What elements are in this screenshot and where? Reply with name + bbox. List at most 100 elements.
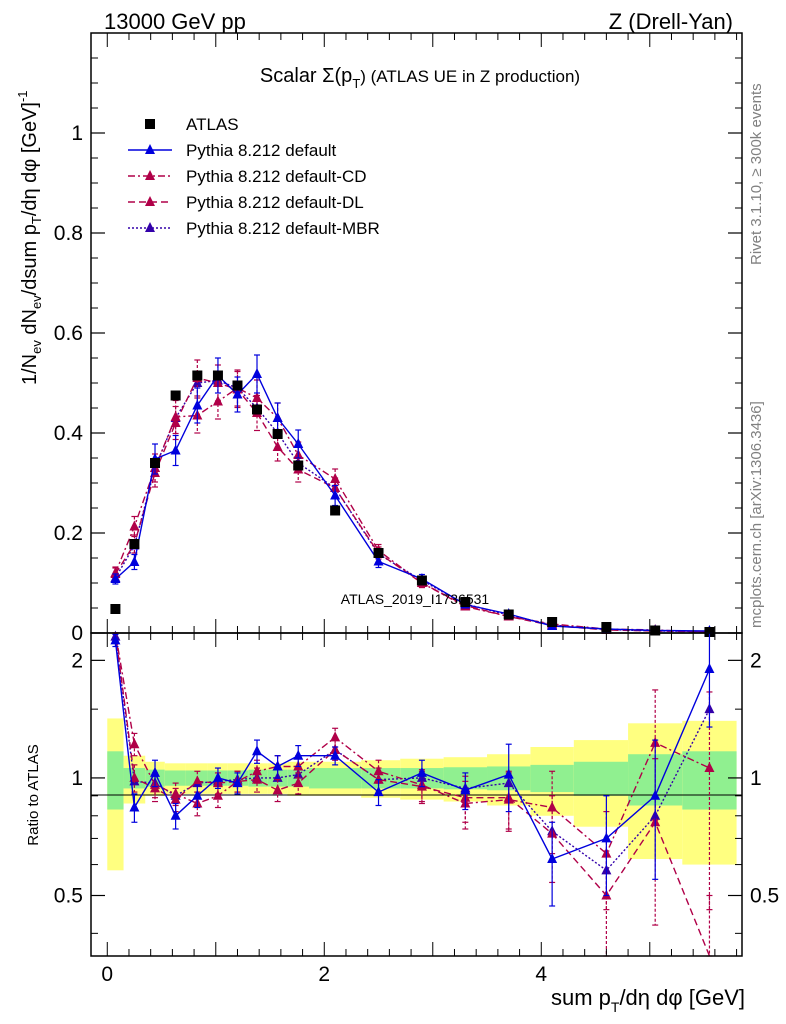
main-atlas-point <box>192 370 203 381</box>
legend: ATLAS Pythia 8.212 default Pythia 8.212 de… <box>128 115 380 238</box>
y-tick-label: 0.2 <box>54 522 83 545</box>
ratio-marker <box>293 777 304 788</box>
ratio-marker <box>330 731 341 742</box>
ratio-y-tick-label-right: 1 <box>750 767 762 790</box>
main-marker <box>373 555 384 566</box>
main-atlas-point <box>416 575 427 586</box>
ratio-marker <box>293 749 304 760</box>
main-atlas-point <box>272 429 283 439</box>
y-tick-label: 0.4 <box>54 422 84 445</box>
ratio-marker <box>212 789 223 800</box>
x-tick-label: 2 <box>318 963 330 986</box>
main-marker <box>272 441 283 451</box>
main-marker <box>293 438 304 448</box>
ratio-marker <box>460 784 471 795</box>
main-atlas-point <box>330 505 341 516</box>
ratio-band-inner <box>682 751 737 810</box>
ratio-marker <box>547 853 558 864</box>
analysis-label: ATLAS_2019_I1736531 <box>341 591 490 607</box>
header-left: 13000 GeV pp <box>104 9 246 34</box>
legend-marker <box>145 170 155 180</box>
main-atlas-point <box>293 460 304 471</box>
ratio-marker <box>330 749 341 760</box>
main-marker <box>129 556 140 566</box>
x-tick-label: 0 <box>101 963 113 986</box>
legend-atlas-marker <box>145 119 155 129</box>
main-marker <box>212 395 223 406</box>
ratio-band-inner <box>573 761 629 796</box>
main-atlas-point <box>503 609 514 620</box>
legend-marker <box>145 222 155 232</box>
main-marker <box>110 573 121 583</box>
ratio-band-inner <box>107 751 124 810</box>
main-atlas-point <box>460 597 471 607</box>
main-marker <box>330 473 341 483</box>
legend-label: Pythia 8.212 default-CD <box>186 167 367 186</box>
ratio-marker <box>704 663 715 674</box>
ratio-band-inner <box>164 770 186 786</box>
main-plot: 0 0.2 0.4 0.6 0.8 1 ATLAS_2019_I1736531 Scala… <box>15 32 743 645</box>
ratio-marker <box>272 760 283 771</box>
ratio-marker <box>416 766 427 777</box>
ratio-marker <box>272 784 283 795</box>
main-marker <box>170 444 181 455</box>
ratio-marker <box>601 832 612 843</box>
legend-label: Pythia 8.212 default-DL <box>186 193 364 212</box>
main-atlas-point <box>650 625 661 636</box>
ratio-marker <box>547 801 558 812</box>
ratio-marker <box>650 789 661 800</box>
main-atlas-point <box>129 539 140 549</box>
ratio-marker <box>252 765 263 776</box>
main-marker <box>252 392 263 402</box>
main-atlas-point <box>704 627 715 637</box>
y-tick-label: 0.8 <box>54 222 83 245</box>
main-marker <box>192 399 203 410</box>
main-atlas-point <box>110 604 121 614</box>
ratio-marker <box>192 789 203 800</box>
ratio-y-tick-label: 0.5 <box>54 885 83 908</box>
main-marker <box>330 489 341 500</box>
plot-title: Scalar Σ(pT) (ATLAS UE in Z production) <box>260 65 580 91</box>
legend-label: Pythia 8.212 default <box>186 141 337 160</box>
legend-marker <box>145 144 155 154</box>
main-atlas-point <box>547 617 558 627</box>
main-marker <box>272 412 283 422</box>
ratio-marker <box>170 787 181 798</box>
ratio-marker <box>232 777 243 788</box>
ratio-plot-frame <box>90 632 743 957</box>
mcplots-label: mcplots.cern.ch [arXiv:1306.3436] <box>748 401 765 628</box>
main-marker <box>252 368 263 378</box>
ratio-band-inner <box>309 768 362 789</box>
ratio-y-tick-label: 1 <box>71 767 83 790</box>
legend-marker <box>145 196 155 206</box>
main-marker <box>232 388 243 399</box>
ratio-marker <box>704 762 715 773</box>
header-right: Z (Drell-Yan) <box>609 9 733 34</box>
ratio-marker <box>503 768 514 779</box>
main-atlas-point <box>232 380 243 391</box>
ratio-marker <box>252 745 263 756</box>
ratio-marker <box>110 634 121 645</box>
main-atlas-point <box>212 370 223 381</box>
ratio-y-tick-label-right: 2 <box>750 649 762 672</box>
legend-label: ATLAS <box>186 115 239 134</box>
main-marker <box>170 411 181 421</box>
ratio-marker <box>129 801 140 812</box>
ratio-marker <box>373 765 384 776</box>
y-tick-label: 1 <box>71 122 83 145</box>
rivet-label: Rivet 3.1.10, ≥ 300k events <box>748 83 765 265</box>
ratio-marker <box>373 786 384 797</box>
y-axis-label: 1/Nev dNev/dsum pT/dη dφ [GeV]-1 <box>15 90 44 385</box>
ratio-plot: 0.5 0.5 1 1 2 2 0 2 4 Ratio to ATLAS <box>25 630 779 986</box>
x-tick-label: 4 <box>535 963 547 986</box>
main-atlas-point <box>373 548 384 558</box>
ratio-marker <box>192 775 203 786</box>
ratio-marker <box>212 771 223 782</box>
main-atlas-point <box>170 390 181 401</box>
ratio-marker <box>252 773 263 784</box>
ratio-marker <box>170 809 181 820</box>
ratio-marker <box>129 738 140 749</box>
x-axis-label: sum pT/dη dφ [GeV] <box>551 985 745 1015</box>
ratio-marker <box>150 766 161 777</box>
